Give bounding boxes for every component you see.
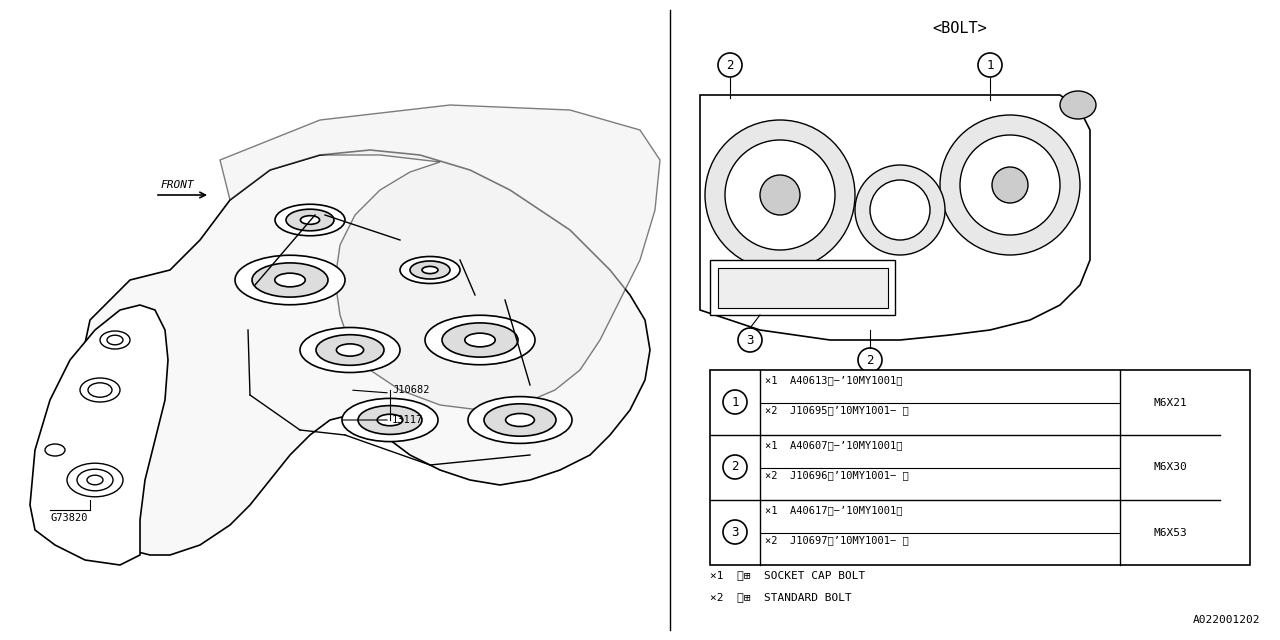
Ellipse shape: [422, 266, 438, 274]
Text: 13117: 13117: [392, 415, 424, 425]
Bar: [710, 370, 1251, 565]
Ellipse shape: [316, 335, 384, 365]
Text: A022001202: A022001202: [1193, 615, 1260, 625]
Ellipse shape: [275, 204, 346, 236]
Text: M6X21: M6X21: [1153, 397, 1187, 408]
Text: J10682: J10682: [392, 385, 430, 395]
Ellipse shape: [760, 175, 800, 215]
Ellipse shape: [425, 316, 535, 365]
Text: M6X53: M6X53: [1153, 527, 1187, 538]
Text: ×1  A40607（−’10MY1001）: ×1 A40607（−’10MY1001）: [765, 440, 902, 450]
Text: 1: 1: [731, 396, 739, 408]
Text: 2: 2: [731, 461, 739, 474]
Ellipse shape: [401, 257, 460, 284]
Text: <BOLT>: <BOLT>: [933, 20, 987, 35]
Text: M6X30: M6X30: [1153, 463, 1187, 472]
Text: FRONT: FRONT: [160, 180, 193, 190]
Ellipse shape: [410, 261, 451, 279]
Ellipse shape: [378, 414, 403, 426]
Bar: [710, 260, 895, 315]
Ellipse shape: [465, 333, 495, 347]
Ellipse shape: [506, 413, 535, 426]
Polygon shape: [700, 95, 1091, 340]
Text: G73820: G73820: [50, 513, 87, 523]
Ellipse shape: [342, 398, 438, 442]
Text: 2: 2: [726, 58, 733, 72]
Ellipse shape: [705, 120, 855, 270]
Text: ×2  Ⓢ⊞  STANDARD BOLT: ×2 Ⓢ⊞ STANDARD BOLT: [710, 592, 851, 602]
Ellipse shape: [358, 406, 422, 435]
Text: ×2  J10696（’10MY1001− ）: ×2 J10696（’10MY1001− ）: [765, 470, 909, 481]
Polygon shape: [76, 150, 650, 555]
Ellipse shape: [442, 323, 518, 357]
Ellipse shape: [484, 404, 556, 436]
Text: ×2  J10697（’10MY1001− ）: ×2 J10697（’10MY1001− ）: [765, 536, 909, 545]
Polygon shape: [29, 305, 168, 565]
Ellipse shape: [275, 273, 305, 287]
Text: 2: 2: [867, 353, 874, 367]
Text: ×2  J10695（’10MY1001− ）: ×2 J10695（’10MY1001− ）: [765, 406, 909, 415]
Ellipse shape: [940, 115, 1080, 255]
Ellipse shape: [468, 397, 572, 444]
Ellipse shape: [1060, 91, 1096, 119]
Ellipse shape: [252, 263, 328, 297]
Ellipse shape: [300, 328, 401, 372]
Ellipse shape: [337, 344, 364, 356]
Bar: [718, 268, 888, 308]
Text: ×1  Ⓢ⊞  SOCKET CAP BOLT: ×1 Ⓢ⊞ SOCKET CAP BOLT: [710, 570, 865, 580]
Text: 3: 3: [731, 525, 739, 538]
Polygon shape: [220, 105, 660, 410]
Ellipse shape: [992, 167, 1028, 203]
Ellipse shape: [870, 180, 931, 240]
Text: 1: 1: [987, 58, 993, 72]
Ellipse shape: [855, 165, 945, 255]
Ellipse shape: [301, 216, 320, 225]
Ellipse shape: [724, 140, 835, 250]
Text: ×1  A40613（−’10MY1001）: ×1 A40613（−’10MY1001）: [765, 375, 902, 385]
Text: 3: 3: [746, 333, 754, 346]
Text: ×1  A40617（−’10MY1001）: ×1 A40617（−’10MY1001）: [765, 505, 902, 515]
Ellipse shape: [960, 135, 1060, 235]
Ellipse shape: [285, 209, 334, 231]
Ellipse shape: [236, 255, 346, 305]
